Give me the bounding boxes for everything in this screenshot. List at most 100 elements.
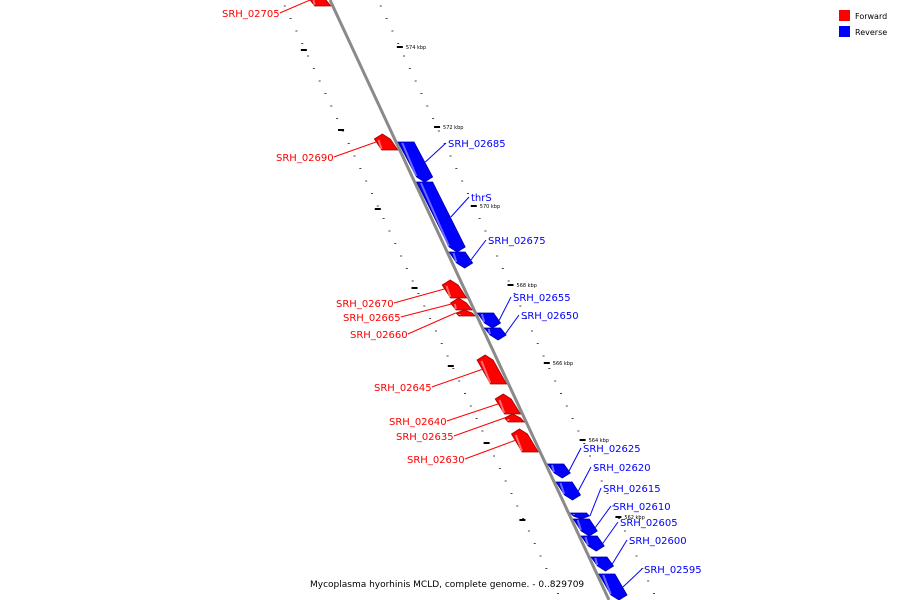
- tick-label: 574 kbp: [406, 45, 426, 51]
- gene-feature[interactable]: [476, 354, 508, 385]
- gene-highlight: [312, 0, 316, 6]
- gene-leader-line: [568, 447, 582, 472]
- gene-leader-line: [453, 417, 505, 437]
- gene-leader-line: [498, 296, 512, 321]
- gene-feature[interactable]: [441, 279, 468, 299]
- gene-label[interactable]: SRH_02630: [407, 455, 465, 466]
- gene-leader-line: [393, 288, 445, 304]
- gene-label[interactable]: SRH_02640: [389, 417, 447, 428]
- gene-feature[interactable]: [569, 512, 591, 520]
- gene-label[interactable]: SRH_02670: [336, 299, 394, 310]
- tick-label: 572 kbp: [443, 125, 463, 131]
- legend-reverse-label: Reverse: [855, 28, 887, 37]
- gene-highlight: [420, 182, 450, 247]
- gene-leader-line: [400, 303, 452, 318]
- gene-leader-line: [611, 539, 628, 565]
- gene-feature[interactable]: [503, 413, 526, 423]
- gene-feature[interactable]: [455, 309, 476, 317]
- gene-leader-line: [407, 312, 456, 335]
- gene-feature[interactable]: [494, 393, 522, 415]
- gene-leader-line: [279, 0, 311, 14]
- gene-leader-line: [446, 403, 499, 422]
- gene-leader-line: [589, 487, 602, 517]
- gene-leader-line: [464, 440, 516, 460]
- gene-feature[interactable]: [580, 535, 605, 552]
- gene-feature[interactable]: [555, 481, 582, 501]
- gene-label[interactable]: SRH_02675: [488, 236, 546, 247]
- gene-feature[interactable]: [397, 141, 434, 183]
- gene-label[interactable]: SRH_02655: [513, 293, 571, 304]
- gene-leader-line: [470, 239, 487, 261]
- gene-label[interactable]: SRH_02705: [222, 9, 280, 20]
- gene-label[interactable]: SRH_02660: [350, 330, 408, 341]
- gene-highlight: [602, 574, 612, 595]
- gene-highlight: [584, 536, 589, 546]
- gene-label[interactable]: SRH_02685: [448, 139, 506, 150]
- gene-highlight: [480, 313, 486, 323]
- gene-label[interactable]: SRH_02620: [593, 463, 651, 474]
- gene-feature[interactable]: [309, 0, 332, 7]
- tick-label: 564 kbp: [589, 438, 609, 444]
- gene-highlight: [551, 464, 555, 473]
- gene-feature[interactable]: [510, 428, 539, 453]
- legend-forward-swatch: [839, 10, 850, 21]
- gene-label[interactable]: SRH_02610: [613, 502, 671, 513]
- gene-label[interactable]: SRH_02690: [276, 153, 334, 164]
- gene-arrow[interactable]: [503, 413, 526, 423]
- gene-leader-line: [622, 568, 643, 588]
- gene-label[interactable]: SRH_02595: [644, 565, 702, 576]
- gene-highlight: [445, 285, 452, 298]
- gene-feature[interactable]: [598, 573, 628, 600]
- gene-feature[interactable]: [590, 556, 615, 572]
- gene-leader-line: [431, 369, 482, 388]
- tick-label: 562 kbp: [624, 515, 644, 521]
- genome-backbone: [328, 0, 611, 600]
- gene-label[interactable]: SRH_02665: [343, 313, 401, 324]
- legend-forward-label: Forward: [855, 12, 887, 21]
- gene-leader-line: [594, 505, 612, 528]
- gene-arrow[interactable]: [455, 309, 476, 317]
- gene-labels: SRH_02705 SRH_02690 SRH_02685 thrS SRH_02675…: [222, 0, 702, 588]
- gene-label[interactable]: SRH_02605: [620, 518, 678, 529]
- gene-highlight: [377, 139, 383, 150]
- gene-leader-line: [602, 521, 619, 544]
- gene-feature[interactable]: [476, 312, 502, 329]
- tick-label: 570 kbp: [480, 204, 500, 210]
- gene-highlight: [401, 142, 418, 177]
- gene-feature[interactable]: [373, 133, 399, 151]
- gene-label[interactable]: SRH_02635: [396, 432, 454, 443]
- gene-label[interactable]: SRH_02600: [629, 536, 687, 547]
- gene-highlight: [576, 519, 582, 531]
- gene-highlight: [559, 482, 566, 495]
- tick-label: 566 kbp: [553, 361, 573, 367]
- gene-label[interactable]: thrS: [471, 193, 492, 204]
- gene-label[interactable]: SRH_02645: [374, 383, 432, 394]
- gene-label[interactable]: SRH_02650: [521, 311, 579, 322]
- gene-arrow[interactable]: [309, 0, 332, 7]
- gene-feature[interactable]: [448, 251, 474, 269]
- gene-leader-line: [504, 314, 520, 335]
- gene-feature[interactable]: [449, 297, 473, 311]
- tick-label: 568 kbp: [517, 283, 537, 289]
- gene-feature[interactable]: [546, 463, 571, 479]
- gene-feature[interactable]: [415, 181, 466, 253]
- gene-feature[interactable]: [572, 518, 598, 537]
- gene-highlight: [453, 303, 457, 310]
- gene-leader-line: [450, 196, 470, 218]
- gene-label[interactable]: SRH_02615: [603, 484, 661, 495]
- gene-highlight: [498, 399, 506, 414]
- gene-highlight: [452, 252, 458, 263]
- gene-features: [309, 0, 628, 600]
- gene-highlight: [594, 557, 599, 566]
- gene-highlight: [487, 328, 491, 335]
- genome-caption: Mycoplasma hyorhinis MCLD, complete geno…: [310, 580, 584, 590]
- legend-reverse-swatch: [839, 26, 850, 37]
- legend: Forward Reverse: [839, 10, 887, 37]
- gene-feature[interactable]: [483, 327, 507, 341]
- gene-label[interactable]: SRH_02625: [583, 444, 641, 455]
- gene-highlight: [480, 360, 492, 384]
- gene-arrow[interactable]: [569, 512, 591, 520]
- gene-leader-line: [577, 466, 592, 492]
